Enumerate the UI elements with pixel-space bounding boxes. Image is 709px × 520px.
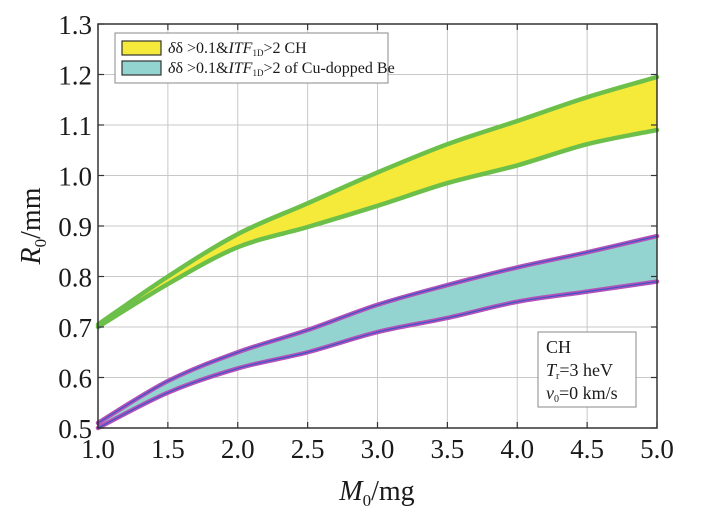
band-edge-upper-ch [95, 74, 660, 327]
x-tick-label: 2.0 [221, 434, 255, 464]
legend-label-cu-be: δδ >0.1&ITF1D>2 of Cu-dopped Be [168, 60, 395, 78]
legend: δδ >0.1&ITF1D>2 CH δδ >0.1&ITF1D>2 of Cu… [114, 32, 395, 84]
y-tick-label: 1.2 [58, 61, 92, 91]
annotation-velocity: v0=0 km/s [546, 383, 618, 405]
series-layer [95, 74, 660, 431]
x-tick-label: 1.5 [151, 434, 185, 464]
band-edge-lower-ch [95, 127, 660, 330]
band-fill-ch [98, 77, 657, 328]
x-tick-label: 3.0 [361, 434, 395, 464]
ticks: 1.0 1.5 2.0 2.5 3.0 3.5 4.0 4.5 5.0 0.5 0.6 0.7 0.8 0… [58, 10, 674, 464]
x-tick-label: 1.0 [81, 434, 115, 464]
band-inner-edge-upper-cu-be [97, 235, 658, 424]
y-tick-label: 0.5 [58, 414, 92, 444]
legend-swatch-ch [121, 40, 162, 56]
y-tick-label: 0.7 [58, 313, 92, 343]
legend-swatch-cu-be [121, 60, 162, 76]
band-inner-edge-lower-cu-be [97, 280, 658, 429]
y-tick-label: 0.6 [58, 364, 92, 394]
legend-label-ch: δδ >0.1&ITF1D>2 CH [168, 40, 307, 58]
y-axis-title: R0/mm [16, 187, 50, 265]
y-tick-label: 1.1 [58, 111, 92, 141]
annotation-box: CH Tr=3 heV v0=0 km/s [537, 331, 637, 408]
y-tick-label: 0.9 [58, 212, 92, 242]
x-tick-label: 4.0 [500, 434, 534, 464]
x-tick-label: 5.0 [640, 434, 674, 464]
y-tick-label: 1.0 [58, 162, 92, 192]
annotation-frame [537, 331, 637, 408]
annotation-temperature: Tr=3 heV [546, 360, 613, 382]
y-tick-label: 1.3 [58, 10, 92, 40]
x-tick-label: 3.5 [431, 434, 465, 464]
y-tick-label: 0.8 [58, 263, 92, 293]
x-tick-label: 2.5 [291, 434, 325, 464]
annotation-material: CH [546, 337, 571, 357]
x-axis-title: M0/mg [338, 476, 414, 510]
x-tick-label: 4.5 [570, 434, 604, 464]
